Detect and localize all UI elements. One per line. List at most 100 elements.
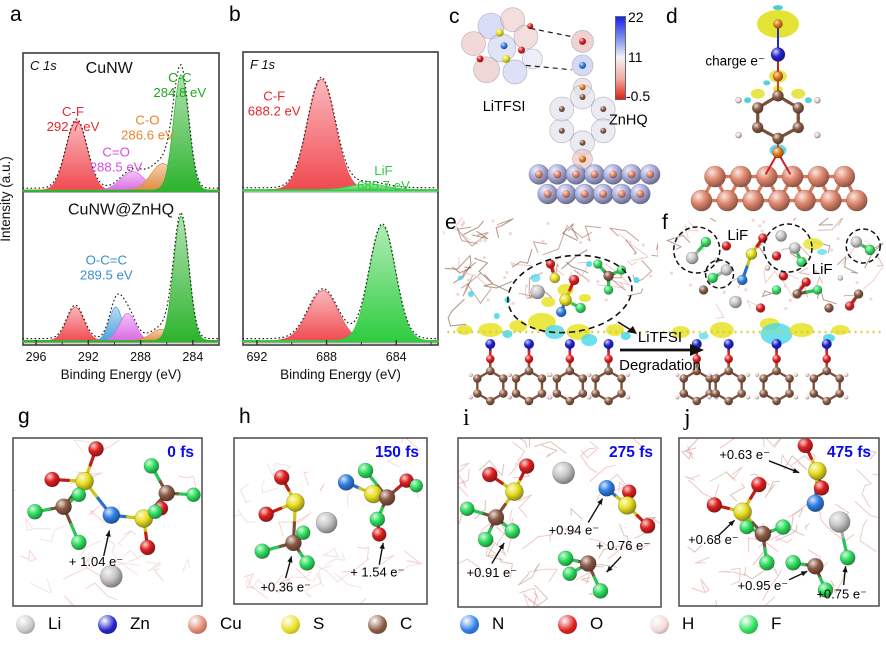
- atom-S: [745, 248, 758, 260]
- atom-C: [824, 303, 834, 313]
- element-legend: Li Zn Cu S C N O H F: [0, 609, 886, 646]
- atom-O: [778, 271, 789, 281]
- atom-C: [558, 106, 565, 112]
- atom-F: [864, 244, 876, 256]
- oxygen-atom: [604, 354, 613, 364]
- atom-N: [555, 306, 567, 318]
- cu-atom: [833, 165, 856, 188]
- peak-annotation: C-C 284.8 eV: [153, 70, 206, 100]
- hydrogen-atom: [706, 372, 712, 377]
- cu-atom: [742, 189, 765, 212]
- zinc-atom: [771, 339, 782, 349]
- carbon-atom: [692, 396, 702, 406]
- hydrogen-atom: [805, 372, 810, 377]
- esp-sphere: [502, 59, 528, 85]
- atom-Li: [729, 295, 742, 309]
- cu-atom: [768, 189, 790, 212]
- peak-annotation: LiF 685.7 eV: [357, 163, 410, 193]
- atom-C: [603, 270, 614, 282]
- carbon-atom: [565, 396, 575, 406]
- atom-F: [739, 519, 754, 535]
- background-mesh: [443, 218, 658, 327]
- legend-label-S: S: [313, 614, 325, 633]
- atom-F: [817, 582, 834, 598]
- isosurface-blob: [760, 323, 793, 345]
- hydrogen-atom: [793, 372, 799, 377]
- carbon-atom: [692, 366, 702, 376]
- reaction-arrow-head: [690, 344, 704, 356]
- cu-atom: [755, 165, 778, 188]
- degradation-arrow-graphic: LiTFSI Degradation: [617, 321, 704, 374]
- carbon-atom: [511, 374, 521, 383]
- atom-F: [357, 462, 374, 479]
- atom-C: [378, 489, 396, 506]
- scene-label: + 1.04 e⁻: [69, 554, 123, 569]
- atom-F: [557, 550, 574, 567]
- carbon-atom: [785, 389, 794, 398]
- tick-label: 684: [386, 350, 407, 364]
- hydrogen-atom: [548, 395, 553, 400]
- time-label: 275 fs: [609, 444, 653, 461]
- carbon-atom: [524, 396, 534, 406]
- legend-item-F: F: [739, 614, 781, 634]
- legend-item-N: N: [460, 614, 504, 634]
- atom-O: [801, 277, 811, 287]
- legend-label-C: C: [400, 614, 413, 633]
- colorbar-mid-label: 11: [628, 49, 643, 65]
- isosurface-blob: [791, 88, 806, 99]
- atom-O: [527, 23, 534, 30]
- atom-O: [518, 458, 535, 474]
- atom-O: [568, 274, 580, 286]
- annotation-arrows: [284, 542, 385, 579]
- xps-f1s-chart: 692 688 684 F 1s Binding Energy (eV) C-F 688.2…: [242, 51, 439, 382]
- tick-label: 288: [130, 350, 151, 364]
- atom-F: [299, 555, 315, 571]
- atom-C: [487, 509, 505, 526]
- legend-item-Zn: Zn: [98, 614, 150, 634]
- inner-atoms: [476, 23, 607, 163]
- atom-C: [158, 484, 176, 502]
- atoms: [530, 259, 627, 318]
- atom-H: [814, 131, 821, 139]
- carbon-atom: [711, 374, 720, 383]
- fit-envelope: [22, 210, 220, 340]
- dashed-highlights: [507, 254, 633, 334]
- scene-label: +0.75 e⁻: [816, 587, 867, 602]
- oxygen-atom: [565, 354, 575, 364]
- atom-S: [617, 496, 637, 515]
- peak-LiF: [242, 183, 439, 192]
- atom-H: [837, 275, 844, 281]
- atom-Ob: [579, 84, 586, 91]
- y-axis-label: Intensity (a.u.): [0, 156, 13, 242]
- isosurface-blob: [804, 97, 812, 104]
- atom-Zn: [770, 47, 786, 62]
- carbon-atom: [617, 374, 626, 383]
- snapshot-frame: [457, 437, 662, 608]
- peak-annotation: C-F 688.2 eV: [248, 88, 301, 118]
- s-atom-swatch: [281, 614, 300, 634]
- o-atom-swatch: [558, 614, 577, 634]
- carbon-atom: [759, 374, 768, 383]
- atom-N: [102, 506, 121, 524]
- time-label: 0 fs: [167, 444, 194, 461]
- atoms: [459, 458, 656, 599]
- atom-Li: [775, 230, 787, 242]
- isosurface-blob: [509, 320, 528, 332]
- esp-colorbar: [615, 16, 626, 100]
- atom-F: [785, 555, 801, 571]
- copper-lattice: [690, 165, 868, 212]
- atom-O: [721, 241, 732, 251]
- spectrum-CuNW@ZnHQ: [242, 223, 439, 344]
- peak-annotation: O-C=C 289.5 eV: [80, 253, 133, 283]
- atom-F: [27, 504, 43, 520]
- arrow-head: [842, 566, 848, 573]
- atom-C: [579, 94, 586, 101]
- arrow-head: [800, 571, 808, 577]
- arrow-head: [105, 530, 111, 537]
- atom-S: [733, 502, 752, 522]
- plot-frame: [242, 51, 439, 346]
- atom-O: [258, 506, 274, 523]
- scene-label: LiTFSI: [483, 99, 526, 115]
- substrate-core: [562, 190, 571, 199]
- esp-model-panel: LiTFSI ZnHQ: [461, 7, 661, 205]
